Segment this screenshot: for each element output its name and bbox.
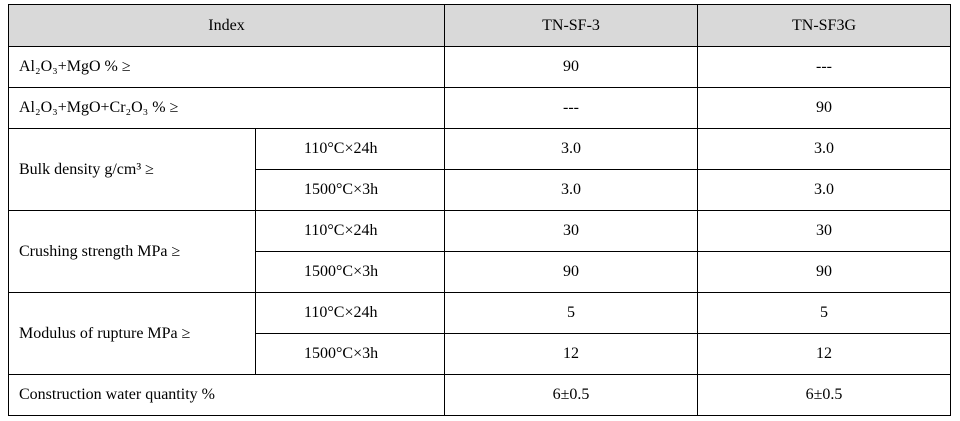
cell: 3.0	[697, 128, 951, 170]
condition: 1500°C×3h	[255, 251, 445, 293]
row: 1500°C×3h 3.0 3.0	[9, 169, 951, 211]
row-label: Al₂O₃+MgO % ≥	[8, 46, 445, 88]
cell: ---	[697, 46, 951, 88]
header-cell: TN-SF3G	[697, 4, 951, 47]
cell: 6±0.5	[697, 374, 951, 416]
condition: 110°C×24h	[255, 292, 445, 334]
row: 1500°C×3h 90 90	[9, 251, 951, 293]
row: Al₂O₃+MgO % ≥ 90 ---	[8, 46, 951, 88]
condition: 110°C×24h	[255, 128, 445, 170]
cell: 3.0	[697, 169, 951, 211]
row: Al₂O₃+MgO+Cr₂O₃ % ≥ --- 90	[8, 87, 951, 129]
row: Modulus of rupture MPa ≥ 110°C×24h 5 5	[8, 292, 951, 375]
cell: 12	[697, 333, 951, 375]
cell: 3.0	[444, 169, 698, 211]
cell: 5	[697, 292, 951, 334]
row-label: Modulus of rupture MPa ≥	[8, 292, 256, 375]
cell: 12	[444, 333, 698, 375]
cell: 6±0.5	[444, 374, 698, 416]
row: Construction water quantity % 6±0.5 6±0.…	[8, 374, 951, 416]
cell: 90	[444, 251, 698, 293]
cell: 90	[697, 251, 951, 293]
cell: 30	[444, 210, 698, 252]
row-label: Construction water quantity %	[8, 374, 445, 416]
row-label: Al₂O₃+MgO+Cr₂O₃ % ≥	[8, 87, 445, 129]
row: Crushing strength MPa ≥ 110°C×24h 30 30	[8, 210, 951, 293]
cell: 5	[444, 292, 698, 334]
header-cell: Index	[8, 4, 445, 47]
cell: 30	[697, 210, 951, 252]
spec-table: Index TN-SF-3 TN-SF3G Al₂O₃+MgO % ≥ 90 -…	[8, 4, 951, 416]
cell: 3.0	[444, 128, 698, 170]
header-row: Index TN-SF-3 TN-SF3G	[8, 4, 951, 47]
cell: 90	[697, 87, 951, 129]
cell: ---	[444, 87, 698, 129]
condition: 1500°C×3h	[255, 169, 445, 211]
header-cell: TN-SF-3	[444, 4, 698, 47]
cell: 90	[444, 46, 698, 88]
row-label: Crushing strength MPa ≥	[8, 210, 256, 293]
condition: 110°C×24h	[255, 210, 445, 252]
row-label: Bulk density g/cm³ ≥	[8, 128, 256, 211]
condition: 1500°C×3h	[255, 333, 445, 375]
row: Bulk density g/cm³ ≥ 110°C×24h 3.0 3.0	[8, 128, 951, 211]
row: 1500°C×3h 12 12	[9, 333, 951, 375]
